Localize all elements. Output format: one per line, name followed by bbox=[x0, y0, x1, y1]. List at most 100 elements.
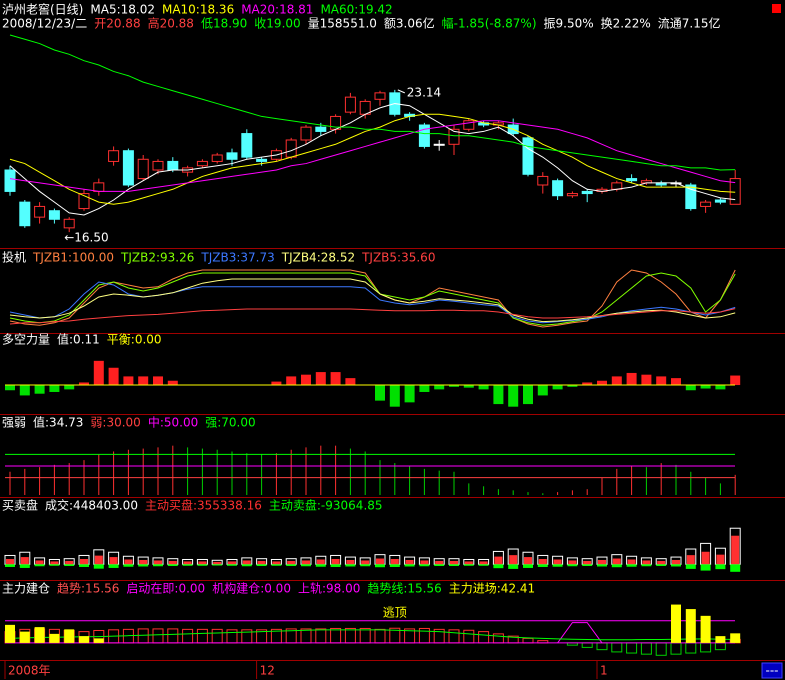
bar bbox=[389, 564, 400, 567]
indicator-line bbox=[9, 103, 736, 216]
bar bbox=[361, 560, 370, 565]
bar bbox=[700, 564, 711, 571]
bar bbox=[64, 629, 75, 643]
bar bbox=[552, 564, 563, 567]
bar bbox=[523, 564, 533, 568]
legend-entry: MA10:18.36 bbox=[162, 3, 234, 17]
quote-info: 收19.00 bbox=[254, 17, 300, 31]
legend-entry: TJZB2:93.26 bbox=[120, 251, 194, 265]
candle-body bbox=[122, 150, 134, 186]
legend-entry: MA20:18.81 bbox=[241, 3, 313, 17]
legend-entry: 弱:30.00 bbox=[90, 416, 140, 430]
bar bbox=[582, 382, 593, 386]
bar bbox=[478, 385, 489, 390]
quote-info: 量158551.0 bbox=[308, 17, 377, 31]
legend-entry: MA60:19.42 bbox=[320, 3, 392, 17]
bar bbox=[449, 385, 459, 387]
legend-entry: TJZB5:35.60 bbox=[361, 251, 435, 265]
bar bbox=[316, 559, 325, 565]
bar bbox=[419, 564, 430, 567]
bar bbox=[524, 557, 532, 565]
indicator-line bbox=[557, 622, 603, 644]
bar bbox=[405, 559, 414, 565]
bar bbox=[390, 559, 399, 565]
candle-body bbox=[463, 120, 475, 130]
bar bbox=[685, 385, 696, 391]
bar bbox=[567, 564, 578, 567]
quote-info: 高20.88 bbox=[148, 16, 194, 31]
close-indicator[interactable] bbox=[772, 4, 781, 13]
bar bbox=[5, 564, 15, 567]
bar bbox=[715, 564, 726, 570]
bar bbox=[731, 535, 740, 565]
legend-entry: 平衡:0.00 bbox=[107, 333, 162, 347]
legend-entry: TJZB1:100.00 bbox=[32, 251, 114, 265]
bar bbox=[611, 564, 622, 568]
legend-entry: 机构建仓:0.00 bbox=[212, 581, 291, 596]
legend-entry: MA5:18.02 bbox=[90, 3, 155, 17]
bar bbox=[79, 564, 89, 567]
bar bbox=[271, 564, 282, 566]
scroll-button[interactable] bbox=[761, 662, 783, 679]
panel-title: 强弱 bbox=[2, 416, 26, 430]
candle-body bbox=[108, 150, 120, 162]
candle-body bbox=[566, 193, 578, 197]
bar bbox=[671, 378, 681, 386]
bar bbox=[656, 564, 667, 567]
candle-body bbox=[211, 154, 223, 162]
high-pointer bbox=[397, 89, 405, 94]
candle-body bbox=[48, 210, 60, 220]
panel-borders bbox=[0, 248, 785, 661]
candle-body bbox=[78, 193, 90, 210]
bar bbox=[257, 560, 266, 565]
bar bbox=[493, 564, 504, 569]
legend-entry: 启动在即:0.00 bbox=[126, 582, 205, 596]
bar bbox=[271, 381, 282, 386]
bar bbox=[450, 560, 458, 565]
quote-info: 幅-1.85(-8.87%) bbox=[442, 16, 537, 31]
bar bbox=[493, 385, 504, 405]
candle-body bbox=[34, 205, 46, 218]
candle-body bbox=[93, 182, 105, 192]
bar bbox=[404, 564, 415, 567]
bar bbox=[301, 564, 311, 567]
bar bbox=[715, 636, 726, 643]
bar bbox=[612, 558, 621, 565]
bar bbox=[330, 372, 341, 386]
candle-body bbox=[537, 175, 549, 186]
legend-entry: 趋势:15.56 bbox=[57, 582, 119, 596]
bar bbox=[241, 564, 252, 567]
bar bbox=[272, 561, 281, 565]
bar bbox=[568, 560, 577, 565]
bar bbox=[641, 564, 652, 567]
legend-entry: TJZB3:37.73 bbox=[200, 251, 274, 265]
scroll-button-label[interactable]: --- bbox=[766, 664, 779, 678]
bar bbox=[611, 376, 622, 386]
bar bbox=[685, 564, 696, 569]
bar bbox=[389, 385, 400, 407]
candle-body bbox=[4, 169, 16, 192]
bar bbox=[19, 385, 30, 396]
legend-entry: 值:34.73 bbox=[33, 415, 83, 430]
bar bbox=[434, 385, 445, 390]
panel-title: 投机 bbox=[2, 250, 26, 265]
candle-body bbox=[226, 152, 238, 160]
quote-info: 额3.06亿 bbox=[384, 16, 435, 31]
bar bbox=[494, 556, 503, 565]
candle-body bbox=[685, 184, 697, 210]
candle-body bbox=[344, 96, 356, 113]
bar bbox=[197, 564, 208, 566]
bar bbox=[331, 559, 340, 565]
bar bbox=[656, 376, 667, 386]
candle-body bbox=[714, 199, 726, 203]
bar bbox=[183, 561, 192, 565]
x-tick-label: 1 bbox=[600, 664, 608, 678]
quote-info: 2008/12/23/二 bbox=[2, 17, 87, 31]
bar bbox=[345, 378, 356, 386]
bar bbox=[730, 633, 741, 643]
bar bbox=[360, 564, 371, 567]
candle-body bbox=[196, 160, 208, 167]
bar bbox=[315, 564, 326, 567]
bar bbox=[626, 564, 637, 567]
